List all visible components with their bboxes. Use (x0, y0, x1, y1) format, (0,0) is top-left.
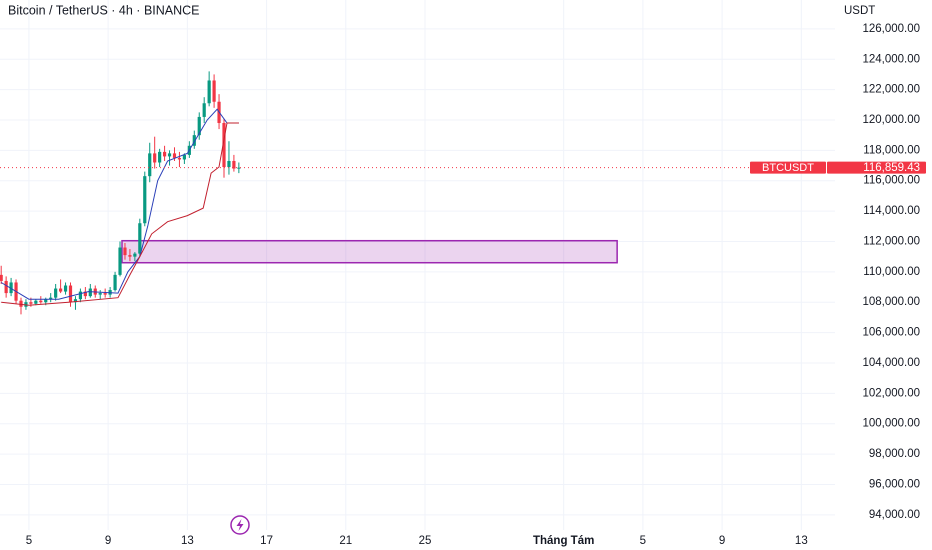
candle-body (4, 280, 8, 294)
y-tick-label: 106,000.00 (862, 327, 920, 339)
candle-body (202, 103, 206, 117)
candle-body (19, 300, 23, 307)
candle-body (162, 151, 167, 157)
candle-body (143, 176, 147, 224)
price-badge (827, 161, 926, 174)
candle-body (118, 247, 122, 275)
chart-title: Bitcoin / TetherUS · 4h · BINANCE (8, 3, 200, 17)
y-tick-label: 118,000.00 (863, 144, 920, 156)
x-tick-label: 5 (640, 535, 646, 547)
x-tick-label: 5 (26, 535, 32, 547)
x-tick-label: 9 (105, 535, 111, 547)
y-tick-label: 120,000.00 (862, 114, 920, 126)
candle-body (103, 293, 107, 295)
x-tick-label: 13 (795, 535, 808, 547)
zone (121, 239, 618, 264)
grid (0, 0, 835, 530)
candle-body (153, 153, 157, 163)
y-tick-label: 108,000.00 (862, 296, 920, 308)
candle-body (29, 302, 33, 304)
candle-body (9, 282, 13, 294)
candle-body (197, 116, 201, 136)
candle-body (172, 153, 177, 158)
candle-body (148, 153, 152, 177)
x-tick-label: Tháng Tám (533, 535, 594, 547)
candle-body (167, 153, 172, 157)
y-axis-label: USDT (844, 5, 875, 17)
lightning-icon[interactable] (230, 515, 250, 535)
candle-body (237, 167, 241, 169)
y-tick-label: 114,000.00 (863, 205, 920, 217)
candle-body (133, 253, 137, 257)
candle-body (182, 154, 186, 160)
candle-body (34, 300, 38, 304)
candle-body (68, 285, 73, 303)
symbol-badge (750, 161, 826, 174)
candle-body (98, 293, 102, 295)
y-tick-label: 96,000.00 (869, 478, 920, 490)
candle-body (0, 274, 3, 281)
candle-body (44, 299, 48, 303)
x-tick-label: 21 (339, 535, 352, 547)
y-tick-label: 98,000.00 (869, 448, 920, 460)
candle-body (177, 157, 182, 160)
candle-body (63, 285, 68, 292)
y-tick-label: 94,000.00 (869, 509, 920, 521)
y-tick-label: 110,000.00 (863, 266, 920, 278)
candle-body (49, 297, 53, 300)
axes: 94,000.00 96,000.00 98,000.00 100,000.00 102… (26, 23, 926, 547)
candle-body (227, 160, 231, 168)
indicator-line (1, 122, 239, 306)
x-tick-label: 9 (719, 535, 725, 547)
y-tick-label: 122,000.00 (862, 84, 920, 96)
candle-body (158, 151, 162, 163)
plot-area (0, 71, 835, 315)
candle-body (59, 288, 63, 292)
indicator-line (0, 108, 239, 300)
candle-body (113, 274, 117, 291)
y-tick-label: 124,000.00 (862, 53, 920, 65)
x-tick-label: 13 (181, 535, 194, 547)
candle-body (78, 291, 83, 300)
y-tick-label: 126,000.00 (862, 23, 920, 35)
candle-body (39, 300, 43, 303)
y-tick-label: 100,000.00 (862, 418, 920, 430)
candle-body (232, 160, 236, 169)
symbol-label: BTCUSDT (762, 162, 814, 174)
x-tick-label: 17 (260, 535, 273, 547)
y-tick-label: 112,000.00 (863, 235, 920, 247)
candle-body (128, 255, 132, 257)
candle-body (54, 288, 58, 298)
candle-body (83, 291, 87, 297)
candle-body (192, 135, 196, 146)
candle-body (138, 223, 142, 254)
y-tick-label: 116,000.00 (863, 175, 920, 187)
x-tick-label: 25 (419, 535, 432, 547)
candle-body (88, 288, 92, 297)
candle-body (123, 247, 127, 256)
price-label: 116,859.43 (863, 162, 920, 174)
candle-body (207, 80, 211, 104)
candle-body (73, 299, 78, 303)
y-tick-label: 104,000.00 (862, 357, 920, 369)
candle-body (212, 80, 216, 102)
y-tick-label: 102,000.00 (862, 387, 920, 399)
candle-body (222, 123, 226, 168)
